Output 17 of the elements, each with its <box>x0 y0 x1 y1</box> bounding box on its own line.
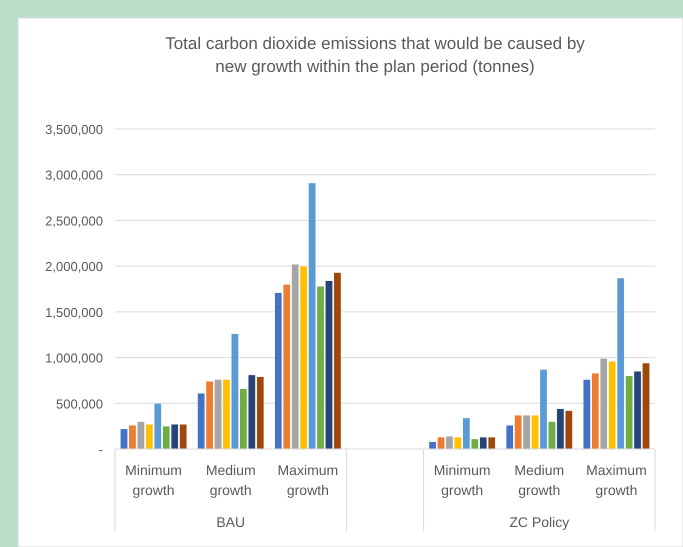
y-tick-label: - <box>98 442 103 457</box>
chart-title: Total carbon dioxide emissions that would be caused by new growth within the plan period (tonnes) <box>165 34 586 76</box>
x-tick-label: Medium growth <box>514 462 564 498</box>
x-tick-label: Maximum growth <box>586 462 647 498</box>
y-tick-label: 3,500,000 <box>45 122 103 137</box>
y-tick-label: 1,000,000 <box>45 350 103 366</box>
text: ZC Policy <box>509 514 570 530</box>
y-tick-label: 500,000 <box>56 396 103 412</box>
y-tick-label: 3,000,000 <box>45 168 103 183</box>
x-tick-label: Maximum growth <box>278 462 338 498</box>
x-tick-label: Medium growth <box>206 462 256 498</box>
x-tick-label: Minimum growth <box>125 462 182 498</box>
y-tick-label: 2,500,000 <box>45 213 103 228</box>
y-tick-label: 2,000,000 <box>45 259 103 274</box>
y-tick-label: 1,500,000 <box>45 304 103 320</box>
text: BAU <box>216 514 246 530</box>
x-tick-label: Minimum growth <box>434 462 491 498</box>
